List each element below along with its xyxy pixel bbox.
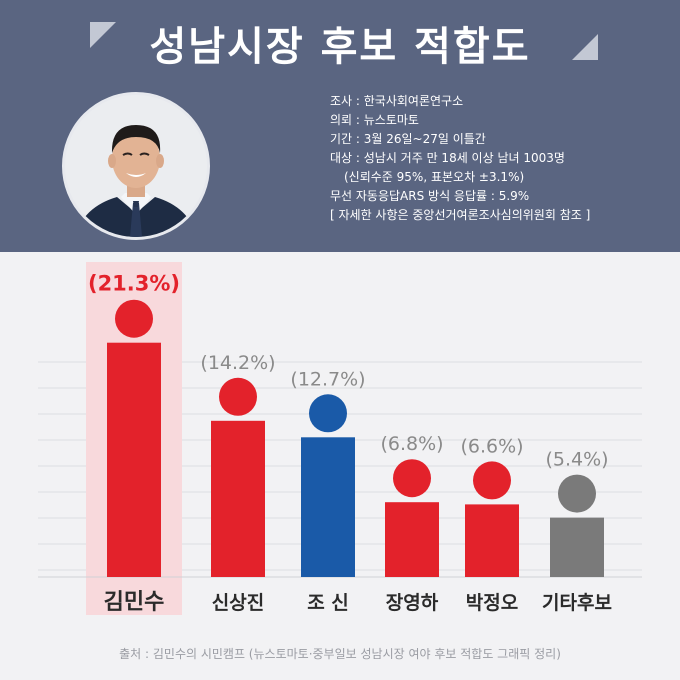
bar-head-circle — [473, 461, 511, 500]
survey-info-reference: [ 자세한 사항은 중앙선거여론조사심의위원회 참조 ] — [330, 208, 591, 222]
bar-head-circle — [393, 459, 431, 498]
category-label: 박정오 — [466, 592, 518, 614]
page-title: 성남시장 후보 적합도 — [149, 24, 531, 70]
survey-info-client: 의뢰 : 뉴스토마토 — [330, 113, 419, 127]
data-label: (6.8%) — [380, 433, 443, 455]
candidate-portrait-image — [65, 95, 207, 237]
category-label: 김민수 — [104, 590, 165, 615]
category-label: 장영하 — [386, 592, 439, 614]
data-label: (5.4%) — [545, 449, 608, 471]
title-decoration-right — [572, 34, 598, 60]
survey-info-agency: 조사 : 한국사회여론연구소 — [330, 94, 464, 108]
bar-head-circle — [309, 394, 347, 433]
bar — [465, 504, 519, 577]
survey-info-confidence: (신뢰수준 95%, 표본오차 ±3.1%) — [344, 170, 525, 184]
bar-chart: (21.3%) 김민수 (14.2%) 신상진 (12.7%) 조 신 (6.8%) 장영하 (… — [0, 252, 680, 680]
bar — [550, 517, 604, 577]
category-label: 기타후보 — [542, 592, 612, 614]
survey-info-method: 무선 자동응답ARS 방식 응답률 : 5.9% — [330, 189, 530, 203]
bar-chart-svg: (21.3%) 김민수 (14.2%) 신상진 (12.7%) 조 신 (6.8%) 장영하 (… — [38, 262, 642, 615]
bar-head-circle — [219, 377, 257, 416]
bar — [107, 342, 161, 577]
candidate-photo — [62, 92, 210, 240]
category-label: 조 신 — [307, 592, 349, 614]
title-band: 성남시장 후보 적합도 — [0, 0, 680, 88]
bar-head-circle — [115, 299, 153, 338]
bar — [211, 420, 265, 577]
data-label: (6.6%) — [460, 435, 523, 457]
data-label: (21.3%) — [88, 272, 180, 296]
bar — [301, 437, 355, 577]
bar-head-circle — [558, 474, 596, 513]
bar — [385, 502, 439, 577]
data-label: (14.2%) — [200, 352, 275, 374]
title-decoration-left — [90, 22, 116, 48]
survey-info-period: 기간 : 3월 26일~27일 이틀간 — [330, 132, 486, 146]
survey-info: 조사 : 한국사회여론연구소 의뢰 : 뉴스토마토 기간 : 3월 26일~27… — [330, 92, 670, 225]
header-panel: 성남시장 후보 적합도 조 — [0, 0, 680, 252]
category-label: 신상진 — [212, 592, 264, 614]
survey-info-target: 대상 : 성남시 거주 만 18세 이상 남녀 1003명 — [330, 151, 565, 165]
source-note: 출처 : 김민수의 시민캠프 (뉴스토마토·중부일보 성남시장 여야 후보 적합… — [119, 647, 561, 661]
data-label: (12.7%) — [290, 368, 365, 390]
